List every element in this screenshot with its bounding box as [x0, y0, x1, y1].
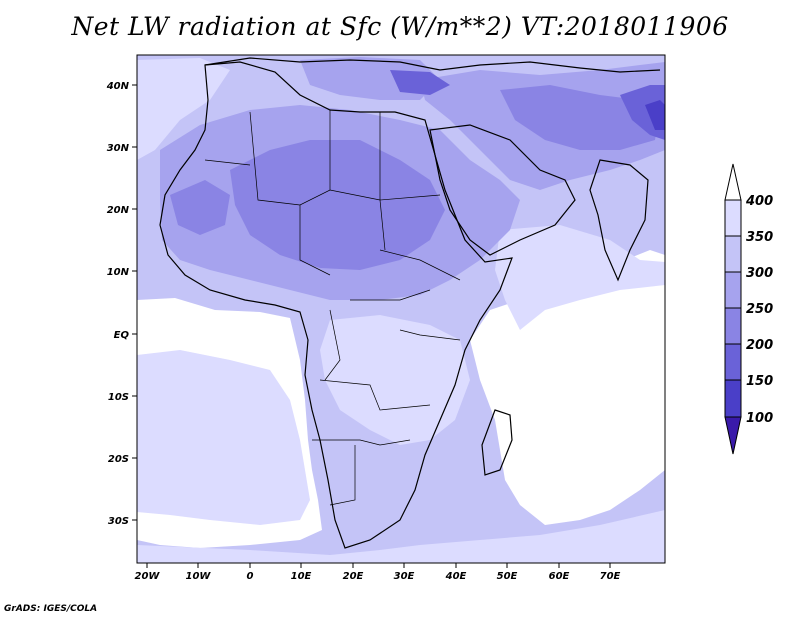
colorbar-label: 200 [746, 338, 773, 353]
map-frame [136, 54, 666, 564]
shade-350-400-bottom [137, 510, 665, 563]
lat-tick-label: 20S [108, 454, 129, 465]
lon-tick-label: 30E [394, 571, 415, 582]
border-line [249, 111, 441, 206]
lat-tick-label: 10S [108, 392, 129, 403]
shade-100-150-peak [645, 100, 665, 130]
colorbar-label: 100 [746, 411, 773, 426]
coastlines [159, 57, 661, 549]
border-line [324, 309, 341, 381]
coastline-india [589, 159, 649, 282]
latitude-axis: 40N 30N 20N 10N EQ 10S 20S 30S [106, 81, 137, 527]
shade-white-indian [470, 270, 665, 525]
lon-tick-label: 0 [247, 571, 254, 582]
coastline-arabia [429, 124, 576, 256]
lon-tick-label: 40E [445, 571, 467, 582]
colorbar-label: 300 [746, 266, 773, 281]
lon-tick-label: 10E [291, 571, 312, 582]
colorbar-label: 400 [745, 194, 773, 209]
country-borders [204, 110, 461, 506]
footer-credit: GrADS: IGES/COLA [4, 604, 98, 614]
colorbar-bottom-arrow [724, 416, 742, 455]
border-line [379, 112, 386, 251]
lat-tick-label: 30S [108, 516, 129, 527]
lon-tick-label: 70E [600, 571, 621, 582]
lon-tick-label: 10W [186, 571, 212, 582]
lat-tick-label: 40N [106, 81, 130, 92]
shade-200-250-sahara [230, 140, 445, 270]
border-line [399, 329, 461, 341]
border-line [379, 249, 461, 281]
border-line [350, 289, 431, 301]
shade-350-400-congo [320, 315, 470, 445]
colorbar-top-arrow [724, 163, 742, 201]
lat-tick-label: 20N [107, 205, 130, 216]
longitude-axis: 20W 10W 0 10E 20E 30E 40E 50E 60E 70E [135, 563, 621, 582]
lon-tick-label: 60E [549, 571, 570, 582]
colorbar: 400 350 300 250 200 150 100 [724, 163, 773, 455]
shade-350-400-south [137, 350, 310, 525]
colorbar-swatch-100-150 [724, 379, 742, 418]
colorbar-swatch-300-350 [724, 235, 742, 273]
map-panel [136, 54, 666, 564]
lat-tick-label: 30N [107, 143, 130, 154]
colorbar-label: 350 [746, 230, 773, 245]
lon-tick-label: 20W [135, 571, 161, 582]
colorbar-swatch-350-400 [724, 199, 742, 237]
colorbar-swatch-150-200 [724, 343, 742, 381]
border-line [299, 205, 331, 276]
border-line [204, 159, 251, 166]
lon-tick-label: 50E [497, 571, 518, 582]
shade-350-400-indian [495, 225, 665, 330]
shade-200-250-west [170, 180, 230, 235]
colorbar-swatch-250-300 [724, 271, 742, 309]
lon-tick-label: 20E [343, 571, 364, 582]
colorbar-label: 250 [746, 302, 773, 317]
lat-tick-label: 10N [107, 267, 130, 278]
chart-title: Net LW radiation at Sfc (W/m**2) VT:2018… [71, 12, 729, 41]
shade-200-250-iran [500, 85, 660, 150]
coastline-africa [159, 61, 513, 549]
border-line [312, 439, 411, 446]
colorbar-swatch-200-250 [724, 307, 742, 345]
coastline-europe [204, 57, 661, 73]
coastline-madagascar [481, 409, 513, 476]
shade-150-200-turkey [390, 70, 450, 95]
lat-tick-label: EQ [114, 330, 130, 341]
border-line [319, 379, 431, 411]
colorbar-label: 150 [746, 374, 773, 389]
border-line [329, 445, 356, 506]
